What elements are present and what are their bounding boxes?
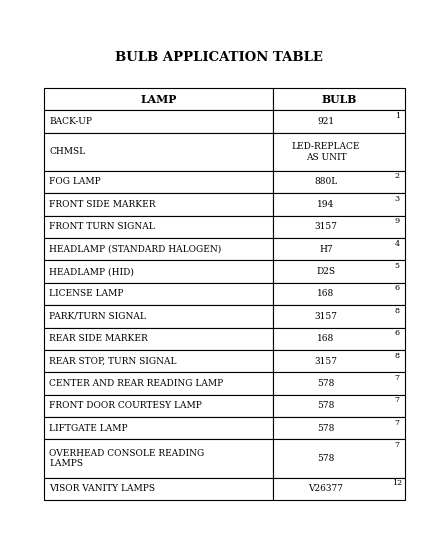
Text: 8: 8: [395, 352, 400, 360]
Text: 194: 194: [318, 200, 335, 209]
Text: 921: 921: [318, 117, 335, 126]
Text: 1: 1: [395, 112, 400, 120]
Text: 6: 6: [395, 284, 400, 293]
Bar: [44, 133, 273, 171]
Text: 7: 7: [395, 374, 400, 382]
Text: HEADLAMP (HID): HEADLAMP (HID): [49, 267, 134, 276]
Bar: [44, 215, 273, 238]
Text: 3157: 3157: [314, 312, 338, 321]
Bar: [273, 478, 405, 500]
Text: PARK/TURN SIGNAL: PARK/TURN SIGNAL: [49, 312, 146, 321]
Text: 7: 7: [395, 397, 400, 405]
Text: D2S: D2S: [317, 267, 336, 276]
Bar: [273, 215, 405, 238]
Bar: [273, 110, 405, 133]
Bar: [273, 305, 405, 328]
Text: 12: 12: [392, 479, 403, 487]
Text: 9: 9: [395, 217, 400, 225]
Bar: [273, 88, 405, 110]
Text: 578: 578: [317, 379, 335, 388]
Text: 4: 4: [395, 239, 400, 247]
Text: 3157: 3157: [314, 222, 338, 231]
Text: BULB: BULB: [321, 94, 357, 104]
Text: OVERHEAD CONSOLE READING
LAMPS: OVERHEAD CONSOLE READING LAMPS: [49, 449, 204, 469]
Text: 6: 6: [395, 329, 400, 337]
Text: 2: 2: [395, 172, 400, 180]
Text: 578: 578: [317, 424, 335, 433]
Bar: [44, 478, 273, 500]
Bar: [273, 440, 405, 478]
Text: 3: 3: [395, 195, 400, 203]
Bar: [273, 193, 405, 215]
Bar: [273, 350, 405, 373]
Text: 8: 8: [395, 307, 400, 315]
Bar: [273, 171, 405, 193]
Bar: [44, 282, 273, 305]
Text: LED-REPLACE
AS UNIT: LED-REPLACE AS UNIT: [292, 142, 360, 161]
Text: REAR STOP, TURN SIGNAL: REAR STOP, TURN SIGNAL: [49, 357, 177, 366]
Text: 578: 578: [317, 454, 335, 463]
Text: VISOR VANITY LAMPS: VISOR VANITY LAMPS: [49, 484, 155, 493]
Text: 7: 7: [395, 441, 400, 449]
Text: LIFTGATE LAMP: LIFTGATE LAMP: [49, 424, 128, 433]
Text: 578: 578: [317, 401, 335, 410]
Bar: [44, 373, 273, 395]
Bar: [44, 193, 273, 215]
Text: FOG LAMP: FOG LAMP: [49, 177, 101, 187]
Bar: [44, 350, 273, 373]
Text: BULB APPLICATION TABLE: BULB APPLICATION TABLE: [115, 51, 323, 63]
Bar: [273, 282, 405, 305]
Bar: [44, 260, 273, 282]
Text: LICENSE LAMP: LICENSE LAMP: [49, 289, 124, 298]
Bar: [44, 417, 273, 440]
Bar: [273, 328, 405, 350]
Text: FRONT SIDE MARKER: FRONT SIDE MARKER: [49, 200, 155, 209]
Bar: [44, 238, 273, 260]
Bar: [273, 133, 405, 171]
Text: 5: 5: [395, 262, 400, 270]
Bar: [273, 395, 405, 417]
Bar: [273, 417, 405, 440]
Text: 168: 168: [318, 334, 335, 343]
Text: LAMP: LAMP: [140, 94, 177, 104]
Text: 880L: 880L: [314, 177, 338, 187]
Text: V26377: V26377: [308, 484, 343, 493]
Text: FRONT DOOR COURTESY LAMP: FRONT DOOR COURTESY LAMP: [49, 401, 202, 410]
Text: HEADLAMP (STANDARD HALOGEN): HEADLAMP (STANDARD HALOGEN): [49, 245, 221, 254]
Bar: [44, 171, 273, 193]
Bar: [44, 305, 273, 328]
Bar: [273, 373, 405, 395]
Text: 168: 168: [318, 289, 335, 298]
Text: BACK-UP: BACK-UP: [49, 117, 92, 126]
Text: CENTER AND REAR READING LAMP: CENTER AND REAR READING LAMP: [49, 379, 223, 388]
Text: 7: 7: [395, 419, 400, 427]
Text: CHMSL: CHMSL: [49, 147, 85, 156]
Text: 3157: 3157: [314, 357, 338, 366]
Text: H7: H7: [319, 245, 333, 254]
Text: REAR SIDE MARKER: REAR SIDE MARKER: [49, 334, 148, 343]
Bar: [44, 110, 273, 133]
Bar: [44, 88, 273, 110]
Bar: [273, 260, 405, 282]
Bar: [44, 328, 273, 350]
Bar: [44, 440, 273, 478]
Bar: [44, 395, 273, 417]
Text: FRONT TURN SIGNAL: FRONT TURN SIGNAL: [49, 222, 155, 231]
Bar: [273, 238, 405, 260]
